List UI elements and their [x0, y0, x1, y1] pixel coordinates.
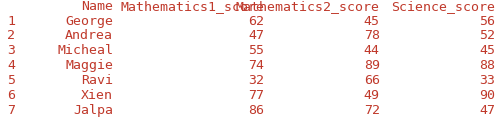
Text: 45: 45 — [364, 15, 380, 28]
Text: 47: 47 — [479, 104, 495, 117]
Text: 88: 88 — [479, 59, 495, 72]
Text: Ravi: Ravi — [81, 74, 113, 87]
Text: Science_score: Science_score — [391, 0, 495, 13]
Text: 89: 89 — [364, 59, 380, 72]
Text: 47: 47 — [248, 29, 264, 42]
Text: Micheal: Micheal — [57, 44, 113, 57]
Text: 66: 66 — [364, 74, 380, 87]
Text: 49: 49 — [364, 89, 380, 102]
Text: 5: 5 — [7, 74, 15, 87]
Text: 55: 55 — [248, 44, 264, 57]
Text: 44: 44 — [364, 44, 380, 57]
Text: 56: 56 — [479, 15, 495, 28]
Text: Mathematics1_score: Mathematics1_score — [120, 0, 264, 13]
Text: Mathematics2_score: Mathematics2_score — [236, 0, 380, 13]
Text: 86: 86 — [248, 104, 264, 117]
Text: George: George — [65, 15, 113, 28]
Text: 1: 1 — [7, 15, 15, 28]
Text: 33: 33 — [479, 74, 495, 87]
Text: 77: 77 — [248, 89, 264, 102]
Text: 2: 2 — [7, 29, 15, 42]
Text: 6: 6 — [7, 89, 15, 102]
Text: 62: 62 — [248, 15, 264, 28]
Text: 7: 7 — [7, 104, 15, 117]
Text: 45: 45 — [479, 44, 495, 57]
Text: 90: 90 — [479, 89, 495, 102]
Text: 72: 72 — [364, 104, 380, 117]
Text: 4: 4 — [7, 59, 15, 72]
Text: 52: 52 — [479, 29, 495, 42]
Text: 3: 3 — [7, 44, 15, 57]
Text: Jalpa: Jalpa — [73, 104, 113, 117]
Text: 32: 32 — [248, 74, 264, 87]
Text: 74: 74 — [248, 59, 264, 72]
Text: Maggie: Maggie — [65, 59, 113, 72]
Text: 78: 78 — [364, 29, 380, 42]
Text: Name: Name — [81, 0, 113, 13]
Text: Andrea: Andrea — [65, 29, 113, 42]
Text: Xien: Xien — [81, 89, 113, 102]
